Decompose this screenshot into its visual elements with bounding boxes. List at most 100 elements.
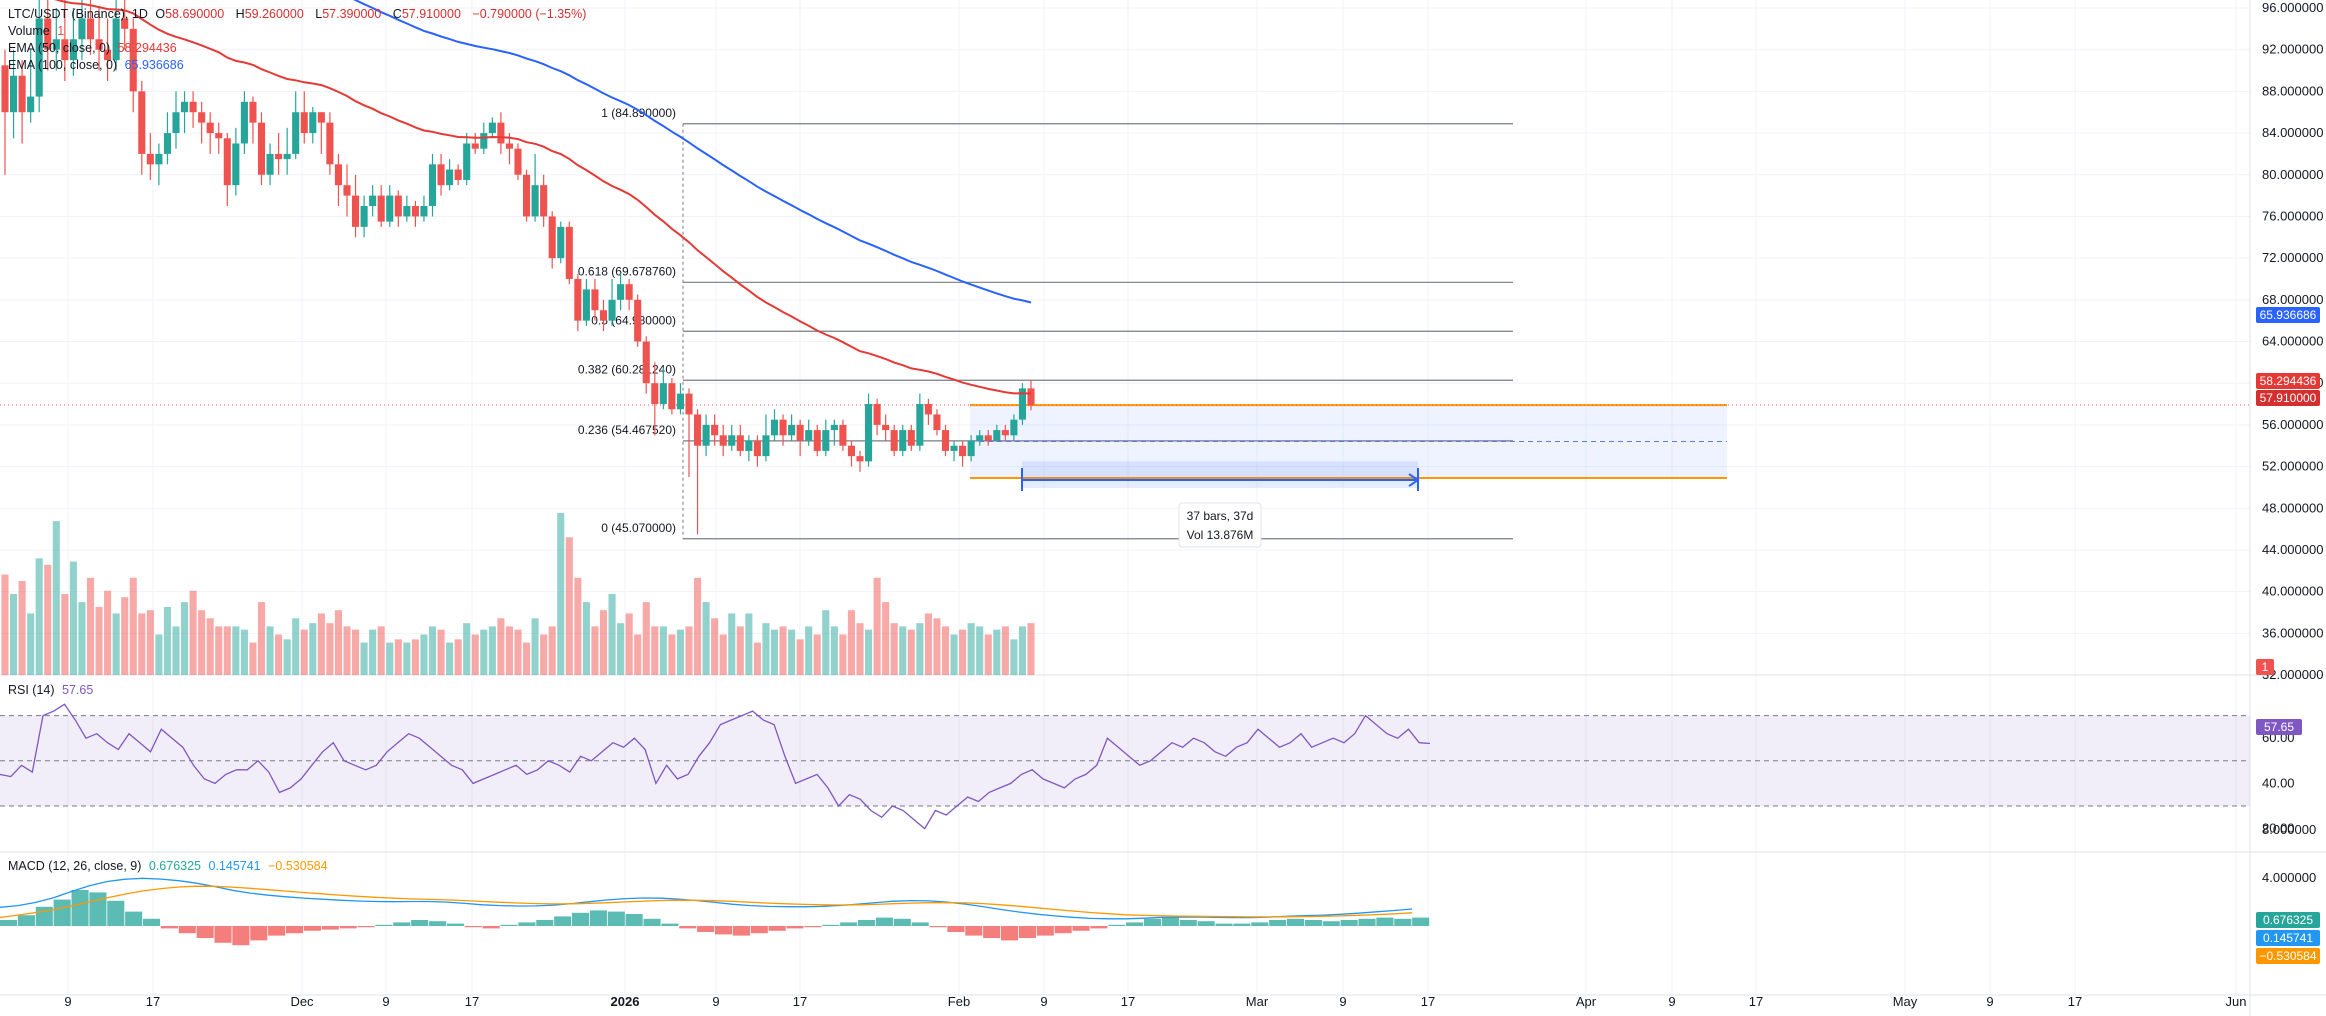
measure-bars-text: 37 bars, 37d	[1187, 509, 1254, 523]
rsi-legend: RSI (14) 57.65	[8, 682, 97, 698]
date-range-measure[interactable]: 37 bars, 37d Vol 13.876M	[1021, 461, 1420, 548]
volume-bar	[249, 642, 257, 675]
volume-bar	[61, 594, 69, 675]
macd-histogram-bar	[840, 922, 858, 926]
macd-histogram-bar	[375, 924, 393, 926]
candle-body	[352, 195, 360, 227]
ema50-legend: EMA (50, close, 0) 58.294436	[8, 40, 181, 56]
candle-body	[10, 75, 18, 113]
volume-bar	[813, 634, 821, 675]
candle-body	[1027, 388, 1035, 406]
candle-body	[27, 96, 35, 113]
volume-bar	[907, 629, 915, 675]
volume-bar	[69, 561, 77, 675]
volume-bar	[172, 626, 180, 675]
candle-body	[822, 430, 830, 451]
volume-bar	[1027, 623, 1035, 675]
price-axis[interactable]: 96.000000 92.000000 88.000000 84.000000 80.0…	[2262, 0, 2323, 885]
macd-histogram-bar	[804, 926, 822, 928]
ema100-line	[353, 0, 1032, 304]
volume-bar	[78, 602, 86, 675]
time-axis-label: May	[1893, 994, 1918, 1009]
volume-bar	[959, 629, 967, 675]
macd-histogram-bar	[232, 926, 250, 946]
macd-histogram-bar	[589, 910, 607, 926]
price-axis-label: 68.000000	[2262, 292, 2323, 307]
candle-body	[497, 122, 505, 144]
candle-body	[394, 195, 402, 217]
macd-histogram-bar	[965, 926, 983, 936]
volume-bar	[651, 626, 659, 675]
measure-arrowhead	[1408, 473, 1420, 487]
volume-bar	[275, 634, 283, 675]
price-axis-label: 64.000000	[2262, 334, 2323, 349]
volume-bar	[163, 606, 171, 675]
macd-histogram-bar	[1054, 926, 1072, 934]
candle-body	[283, 153, 291, 160]
candle-body	[967, 440, 975, 457]
candle-body	[198, 112, 206, 123]
candle-body	[215, 133, 223, 139]
volume-bar	[762, 623, 770, 675]
price-range-box[interactable]	[0, 404, 2250, 480]
candle-body	[309, 112, 317, 134]
hist-badge: −0.530584	[2256, 948, 2320, 964]
candle-body	[950, 445, 958, 451]
time-axis[interactable]: 9 17 Dec 9 17 2026 9 17 Feb 9 17 Mar 9 17 Apr 9 17 May 9 17…	[64, 994, 2246, 1009]
macd-histogram-bar	[1179, 920, 1197, 926]
fib-level-label: 0.382 (60.281240)	[578, 362, 676, 376]
candle-body	[959, 445, 967, 457]
macd-histogram-bar	[983, 926, 1001, 938]
volume-bar	[121, 597, 129, 675]
candle-body	[343, 185, 351, 196]
time-axis-label: 17	[793, 994, 807, 1009]
time-axis-label: Mar	[1246, 994, 1269, 1009]
volume-bar	[300, 629, 308, 675]
candle-body	[35, 18, 43, 97]
volume-bar	[215, 626, 223, 675]
candle-body	[1001, 430, 1009, 436]
macd-histogram-bar	[1322, 921, 1340, 926]
macd-histogram-bar	[1108, 924, 1126, 926]
macd-axis-label: 8.000000	[2262, 822, 2316, 837]
macd-badge: 0.676325	[2256, 912, 2320, 928]
macd-histogram-bar	[1001, 926, 1019, 941]
macd-histogram-bar	[214, 926, 232, 943]
macd-histogram-bar	[947, 926, 965, 932]
rsi-axis-label: 20.00	[2262, 821, 2295, 836]
candle-body	[129, 28, 137, 92]
volume-bar	[634, 634, 642, 675]
candle-body	[719, 435, 727, 446]
macd-histogram-bar	[768, 926, 786, 931]
volume-bar	[454, 639, 462, 675]
candle-body	[249, 101, 257, 123]
price-axis-label: 44.000000	[2262, 542, 2323, 557]
candle-body	[377, 195, 385, 222]
volume-bar	[676, 629, 684, 675]
volume-bar	[694, 577, 702, 675]
ema50-badge: 58.294436	[2256, 373, 2320, 389]
volume-bar	[822, 610, 830, 675]
volume-bar	[950, 634, 958, 675]
macd-histogram-bar	[0, 920, 18, 926]
candle-body	[471, 143, 479, 149]
volume-bar	[711, 618, 719, 675]
macd-histogram-bar	[554, 916, 572, 926]
volume-bar	[497, 618, 505, 675]
candle-body	[360, 206, 368, 227]
macd-histogram-bar	[89, 892, 107, 926]
macd-histogram-bar	[196, 926, 214, 938]
volume-bar	[839, 634, 847, 675]
macd-histogram-bar	[643, 918, 661, 926]
volume-bar	[582, 602, 590, 675]
volume-badge: 1	[2256, 659, 2274, 675]
candle-body	[104, 49, 112, 61]
macd-histogram-bar	[1161, 917, 1179, 926]
volume-bar	[523, 642, 531, 675]
volume-bar	[189, 590, 197, 675]
macd-histogram-bar	[1287, 918, 1305, 926]
volume-bar	[993, 629, 1001, 675]
price-axis-label: 76.000000	[2262, 208, 2323, 223]
macd-histogram-bar	[1090, 926, 1108, 929]
